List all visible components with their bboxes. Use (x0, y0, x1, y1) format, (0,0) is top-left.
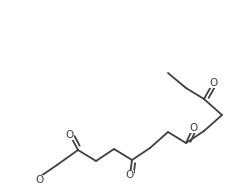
Text: O: O (126, 170, 134, 180)
Text: O: O (189, 123, 197, 133)
Text: O: O (35, 175, 43, 185)
Text: O: O (66, 130, 74, 140)
Text: O: O (209, 78, 217, 88)
